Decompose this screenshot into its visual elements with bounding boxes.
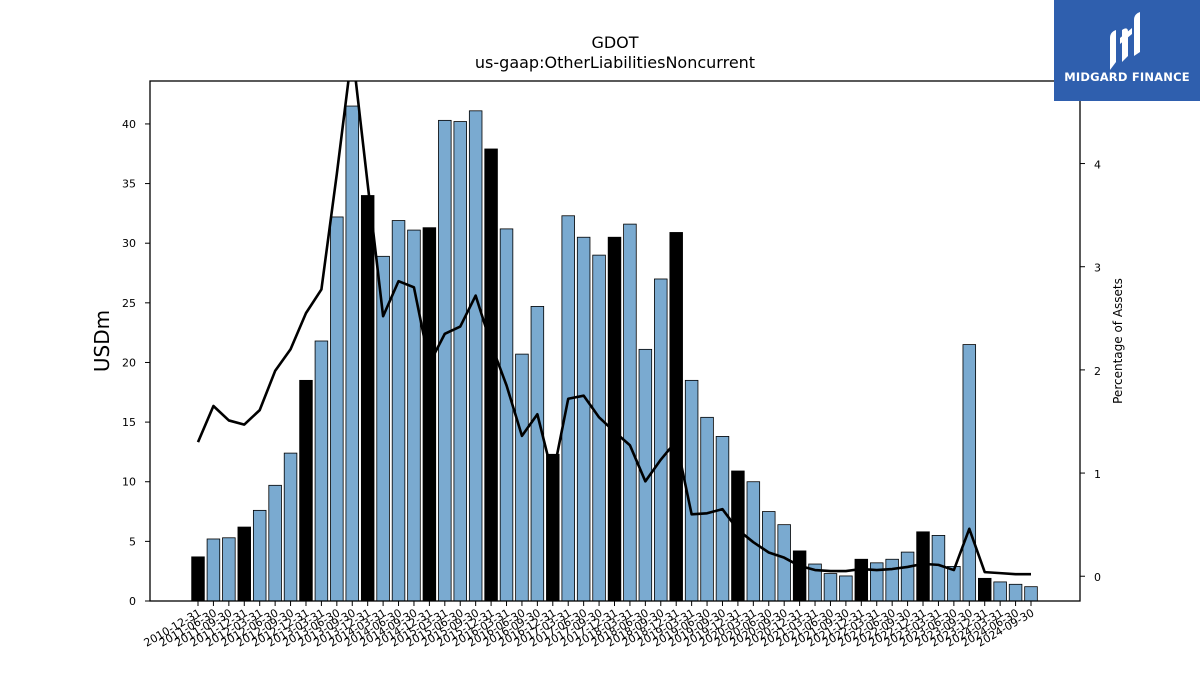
bar [484,148,498,602]
bar [422,227,437,602]
bar [561,215,575,602]
bar [576,236,591,602]
logo-text: MIDGARD FINANCE [1064,70,1190,84]
bar [237,526,251,602]
bar [468,110,483,602]
bars-layer [191,105,1038,602]
logo-mark-icon [1110,12,1140,70]
y-tick-label: 20 [122,356,136,369]
y-tick-label: 25 [122,297,136,310]
bar [700,416,714,602]
bar [515,353,529,602]
bar [592,254,606,602]
y-axis-right: 0 1 2 3 4 [1080,159,1101,584]
brand-logo: MIDGARD FINANCE [1054,0,1200,101]
y2-tick-label: 4 [1094,159,1101,172]
bar [654,278,668,602]
bar [839,575,853,602]
y-axis-left: 0 5 10 15 20 25 30 35 40 [122,118,150,608]
bar [252,509,267,602]
x-axis: 2010-12-312011-06-302011-09-302011-12-31… [142,601,1037,650]
bar [978,577,992,602]
bar [885,558,899,602]
bar [715,436,730,602]
bar [607,236,622,602]
bar [314,340,329,602]
bar [360,195,375,602]
bar [1008,583,1023,602]
y-tick-label: 40 [122,118,136,131]
bar [993,581,1007,602]
chart-subtitle: us-gaap:OtherLiabilitiesNoncurrent [475,53,755,72]
y2-tick-label: 3 [1094,262,1101,275]
y2-tick-label: 1 [1094,468,1101,481]
bar [206,538,221,602]
bar [499,228,514,602]
y2-tick-label: 0 [1094,571,1101,584]
bar [222,537,236,602]
y2-tick-label: 2 [1094,365,1101,378]
bar [777,524,791,602]
chart-title: GDOT [591,33,638,52]
y-tick-label: 15 [122,416,136,429]
bar [947,566,961,602]
bar [268,484,282,602]
y-axis-label: USDm [90,310,114,372]
y2-axis-label: Percentage of Assets [1111,278,1125,404]
bar [931,535,946,602]
series-line [196,81,1031,576]
bar [299,379,313,602]
bar [916,531,930,602]
bar [283,452,298,602]
bar [530,306,545,602]
bar [823,573,838,602]
y-tick-label: 10 [122,476,136,489]
bar [1024,586,1038,602]
y-tick-label: 0 [129,595,136,608]
bar [623,223,637,602]
bar [900,551,915,602]
bar [792,550,807,602]
bar [762,511,776,602]
bar [391,220,406,602]
bar [191,556,205,602]
bar [854,558,869,602]
y-tick-label: 30 [122,237,136,250]
bar [438,119,452,602]
y-tick-label: 35 [122,178,136,191]
line-layer [196,81,1031,576]
bar [330,216,344,602]
bar [669,232,683,602]
bar [731,470,745,602]
bar [453,121,467,602]
y-tick-label: 5 [129,535,136,548]
bar [962,344,977,602]
bar [345,105,359,602]
